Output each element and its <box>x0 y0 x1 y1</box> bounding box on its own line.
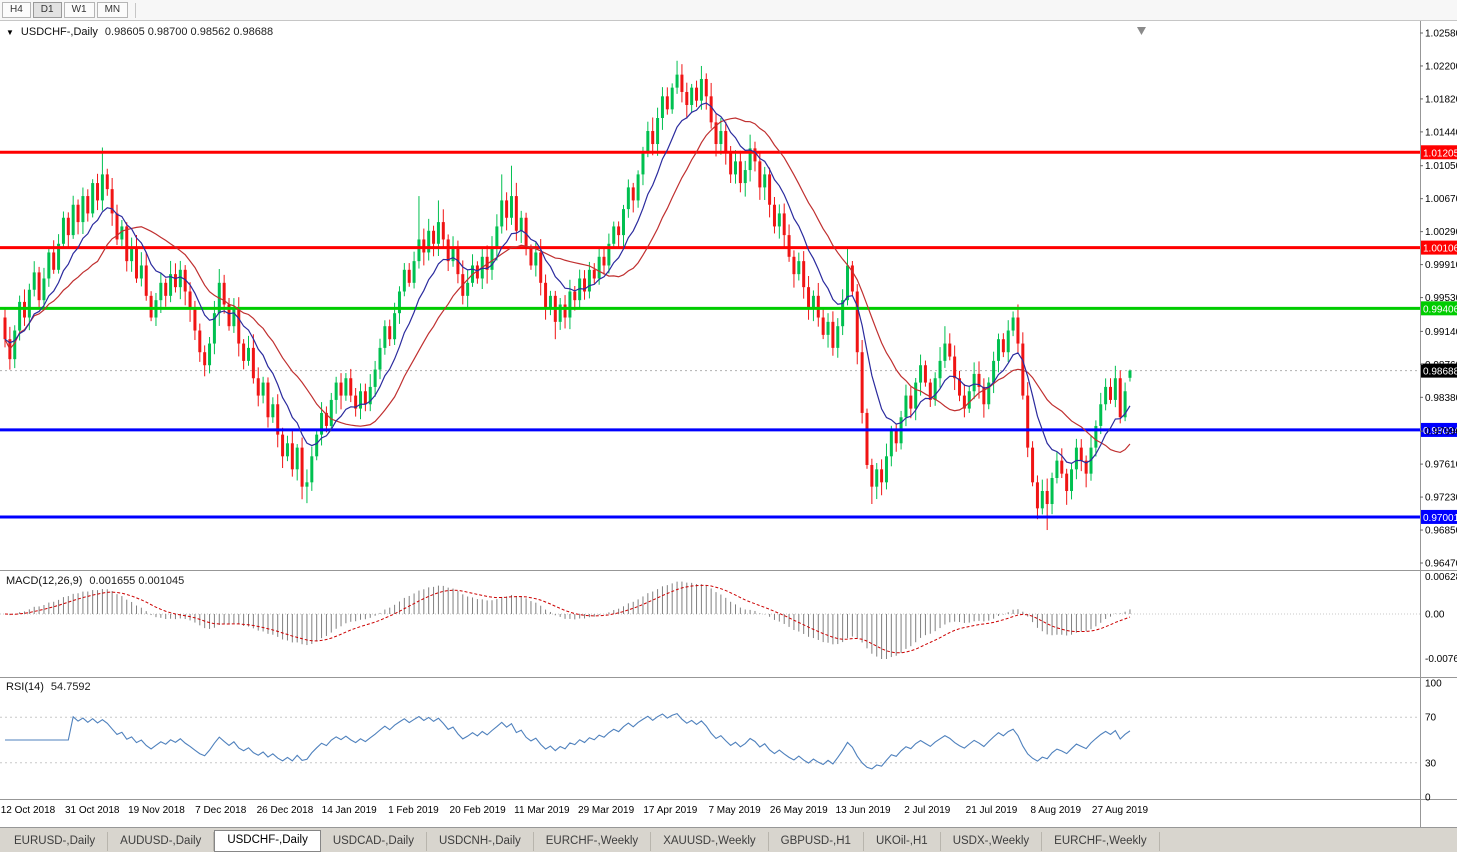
svg-text:26 Dec 2018: 26 Dec 2018 <box>257 805 314 816</box>
svg-text:13 Jun 2019: 13 Jun 2019 <box>836 805 891 816</box>
svg-text:7 May 2019: 7 May 2019 <box>708 805 761 816</box>
chart-tab-4[interactable]: USDCNH-,Daily <box>427 832 534 851</box>
svg-text:19 Nov 2018: 19 Nov 2018 <box>128 805 185 816</box>
svg-text:7 Dec 2018: 7 Dec 2018 <box>195 805 247 816</box>
toolbar-separator <box>135 2 137 18</box>
timeframe-toolbar: H4 D1 W1 MN <box>0 0 1457 21</box>
chart-tab-9[interactable]: USDX-,Weekly <box>941 832 1043 851</box>
timeframe-buttons: H4 D1 W1 MN <box>2 2 130 18</box>
svg-text:1.01050: 1.01050 <box>1425 161 1457 172</box>
svg-text:2 Jul 2019: 2 Jul 2019 <box>904 805 951 816</box>
chart-tab-8[interactable]: UKOil-,H1 <box>864 832 941 851</box>
timeframe-button-d1[interactable]: D1 <box>32 2 62 18</box>
timeframe-button-mn[interactable]: MN <box>96 2 129 18</box>
chart-tab-6[interactable]: XAUUSD-,Weekly <box>651 832 769 851</box>
macd-pane-title: MACD(12,26,9) 0.001655 0.001045 <box>6 575 184 587</box>
chart-tab-10[interactable]: EURCHF-,Weekly <box>1042 832 1160 851</box>
svg-text:0.99406: 0.99406 <box>1423 304 1457 315</box>
svg-text:21 Jul 2019: 21 Jul 2019 <box>966 805 1018 816</box>
chart-menu-triangle-icon[interactable]: ▼ <box>6 27 14 37</box>
timeframe-button-h4[interactable]: H4 <box>2 2 31 18</box>
svg-text:8 Aug 2019: 8 Aug 2019 <box>1030 805 1081 816</box>
svg-text:17 Apr 2019: 17 Apr 2019 <box>643 805 697 816</box>
chart-tab-5[interactable]: EURCHF-,Weekly <box>534 832 652 851</box>
svg-text:0: 0 <box>1425 793 1431 804</box>
chart-tab-2[interactable]: USDCHF-,Daily <box>214 830 321 852</box>
svg-text:70: 70 <box>1425 713 1437 724</box>
svg-text:1.02580: 1.02580 <box>1425 29 1457 40</box>
svg-text:0.98688: 0.98688 <box>1423 367 1457 378</box>
svg-text:0.98004: 0.98004 <box>1423 426 1457 437</box>
svg-text:100: 100 <box>1425 679 1442 690</box>
chart-tab-1[interactable]: AUDUSD-,Daily <box>108 832 215 851</box>
svg-text:27 Aug 2019: 27 Aug 2019 <box>1092 805 1149 816</box>
svg-text:-0.00762: -0.00762 <box>1425 654 1457 665</box>
chart-tab-0[interactable]: EURUSD-,Daily <box>2 832 109 851</box>
rsi-label: RSI(14) <box>6 681 44 693</box>
svg-text:1.02200: 1.02200 <box>1425 61 1457 72</box>
svg-text:0.0062860: 0.0062860 <box>1425 572 1457 583</box>
svg-text:14 Jan 2019: 14 Jan 2019 <box>322 805 377 816</box>
price-pane-title: ▼ USDCHF-,Daily 0.98605 0.98700 0.98562 … <box>6 26 273 38</box>
svg-text:30: 30 <box>1425 758 1437 769</box>
svg-text:1.00670: 1.00670 <box>1425 194 1457 205</box>
svg-text:0.00: 0.00 <box>1425 610 1445 621</box>
svg-text:20 Feb 2019: 20 Feb 2019 <box>450 805 507 816</box>
rsi-value: 54.7592 <box>50 681 91 693</box>
svg-text:0.97001: 0.97001 <box>1423 513 1457 524</box>
svg-text:1.01820: 1.01820 <box>1425 94 1457 105</box>
ohlc-values: 0.98605 0.98700 0.98562 0.98688 <box>104 26 274 38</box>
timeframe-button-w1[interactable]: W1 <box>63 2 95 18</box>
svg-text:26 May 2019: 26 May 2019 <box>770 805 828 816</box>
rsi-pane-title: RSI(14) 54.7592 <box>6 681 91 693</box>
svg-text:1.00106: 1.00106 <box>1423 244 1457 255</box>
macd-label: MACD(12,26,9) <box>6 575 83 587</box>
macd-values: 0.001655 0.001045 <box>89 575 185 587</box>
svg-text:11 Mar 2019: 11 Mar 2019 <box>514 805 570 816</box>
chart-tab-7[interactable]: GBPUSD-,H1 <box>769 832 864 851</box>
svg-text:31 Oct 2018: 31 Oct 2018 <box>65 805 120 816</box>
svg-text:1.01440: 1.01440 <box>1425 127 1457 138</box>
symbol-period-label: USDCHF-,Daily <box>20 26 98 38</box>
svg-text:1 Feb 2019: 1 Feb 2019 <box>388 805 439 816</box>
svg-text:1.01205: 1.01205 <box>1423 148 1457 159</box>
svg-text:29 Mar 2019: 29 Mar 2019 <box>578 805 635 816</box>
svg-text:12 Oct 2018: 12 Oct 2018 <box>1 805 56 816</box>
chart-tab-3[interactable]: USDCAD-,Daily <box>321 832 427 851</box>
chart-tabs: EURUSD-,Daily AUDUSD-,Daily USDCHF-,Daily U… <box>0 827 1457 852</box>
